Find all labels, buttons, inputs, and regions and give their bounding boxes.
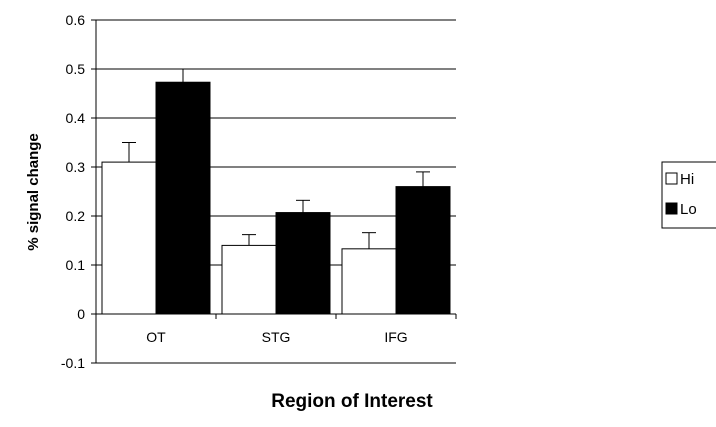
x-tick-labels: OT STG IFG	[146, 329, 407, 345]
bar-lo-stg	[275, 212, 331, 315]
y-tick-labels: -0.1 0 0.1 0.2 0.3 0.4 0.5 0.6	[61, 12, 85, 371]
legend-label-hi: Hi	[680, 171, 694, 188]
bar-lo-ot	[155, 81, 211, 315]
x-tick-label: OT	[146, 329, 166, 345]
legend: Hi Lo	[661, 161, 716, 229]
bars	[101, 81, 451, 315]
legend-swatch-hi	[665, 172, 678, 185]
x-axis-label: Region of Interest	[271, 391, 433, 412]
y-tick-label: 0.4	[66, 110, 86, 126]
y-tick-label: 0.6	[66, 12, 86, 28]
y-tick-label: 0.1	[66, 257, 86, 273]
y-tick-label: 0.3	[66, 159, 86, 175]
axes	[91, 19, 457, 364]
y-tick-label: -0.1	[61, 355, 85, 371]
y-axis-label: % signal change	[25, 133, 42, 251]
bar-hi-ifg	[341, 248, 397, 315]
error-bars	[122, 68, 430, 249]
y-tick-label: 0	[77, 306, 85, 322]
legend-label-lo: Lo	[680, 201, 697, 218]
bar-hi-ot	[101, 161, 157, 315]
legend-swatch-lo	[665, 202, 678, 215]
x-tick-label: STG	[262, 329, 291, 345]
x-tick-label: IFG	[384, 329, 407, 345]
y-tick-label: 0.5	[66, 61, 86, 77]
y-tick-label: 0.2	[66, 208, 86, 224]
bar-lo-ifg	[395, 186, 451, 315]
bar-hi-stg	[221, 244, 277, 315]
